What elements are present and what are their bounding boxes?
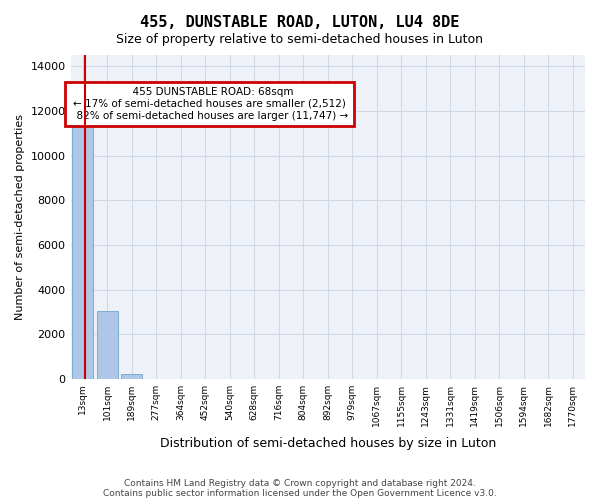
- Text: 455, DUNSTABLE ROAD, LUTON, LU4 8DE: 455, DUNSTABLE ROAD, LUTON, LU4 8DE: [140, 15, 460, 30]
- Y-axis label: Number of semi-detached properties: Number of semi-detached properties: [15, 114, 25, 320]
- Bar: [121, 374, 142, 379]
- Bar: [97, 311, 118, 379]
- X-axis label: Distribution of semi-detached houses by size in Luton: Distribution of semi-detached houses by …: [160, 437, 496, 450]
- Text: Contains HM Land Registry data © Crown copyright and database right 2024.: Contains HM Land Registry data © Crown c…: [124, 478, 476, 488]
- Text: Contains public sector information licensed under the Open Government Licence v3: Contains public sector information licen…: [103, 488, 497, 498]
- Text: Size of property relative to semi-detached houses in Luton: Size of property relative to semi-detach…: [116, 32, 484, 46]
- Text: 455 DUNSTABLE ROAD: 68sqm
← 17% of semi-detached houses are smaller (2,512)
  82: 455 DUNSTABLE ROAD: 68sqm ← 17% of semi-…: [70, 88, 349, 120]
- Bar: [73, 126, 93, 379]
